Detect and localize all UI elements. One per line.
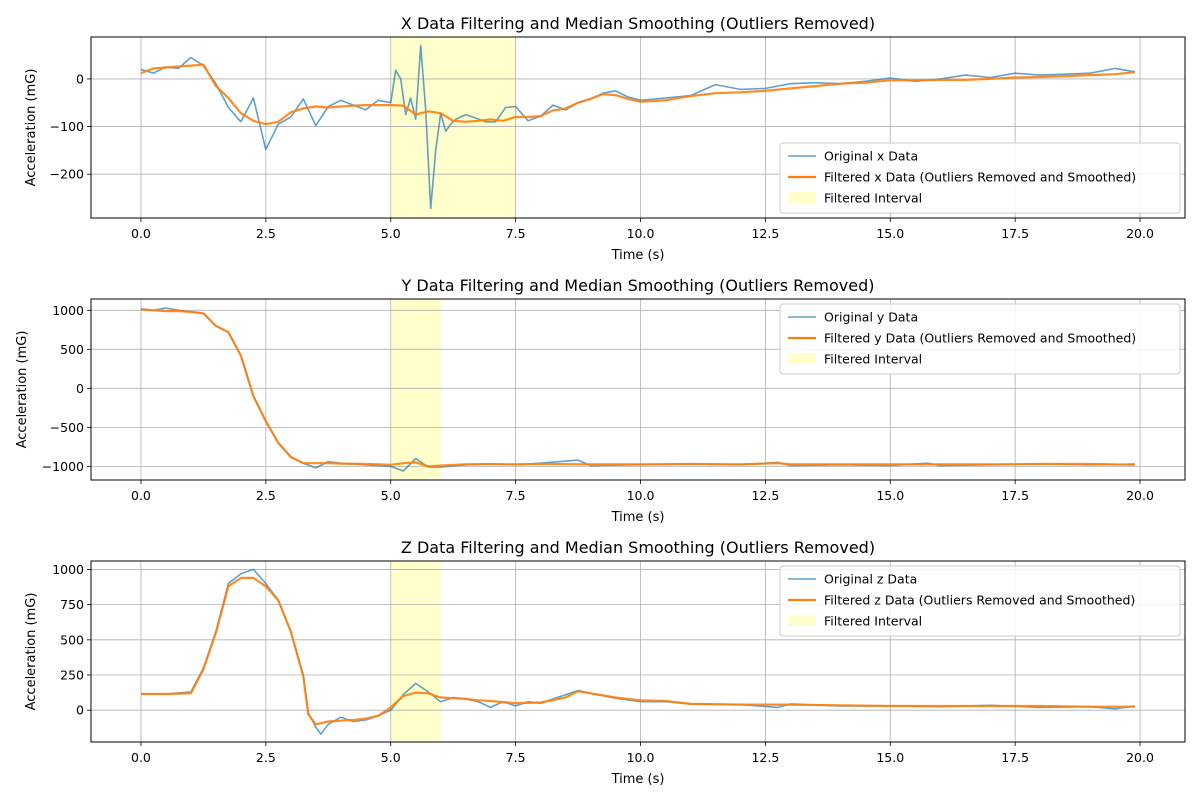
legend: Original x Data Filtered x Data (Outliers… xyxy=(779,142,1181,214)
x-tick-label: 10.0 xyxy=(627,226,655,241)
chart-title: Z Data Filtering and Median Smoothing (O… xyxy=(401,538,875,557)
x-tick-label: 17.5 xyxy=(1001,226,1029,241)
y-tick-label: 250 xyxy=(60,668,84,683)
x-tick-label: 15.0 xyxy=(876,226,904,241)
x-tick-label: 20.0 xyxy=(1126,226,1154,241)
x-tick-label: 0.0 xyxy=(131,488,151,503)
x-tick-label: 0.0 xyxy=(131,750,151,765)
series-lines xyxy=(140,307,1136,472)
x-tick-label: 20.0 xyxy=(1126,750,1154,765)
x-tick-label: 5.0 xyxy=(381,750,401,765)
y-axis-label: Acceleration (mG) xyxy=(15,331,30,449)
axes-frame xyxy=(90,36,1186,219)
legend-interval-label: Filtered Interval xyxy=(824,352,922,367)
y-tick-label: −1000 xyxy=(42,459,84,474)
y-tick-label: 500 xyxy=(60,342,84,357)
filtered-interval-band xyxy=(390,299,441,480)
chart-title: X Data Filtering and Median Smoothing (O… xyxy=(401,14,875,33)
filtered-data-line xyxy=(140,63,1136,126)
legend-original-label: Original x Data xyxy=(824,149,918,164)
chart-panel-1: 0.0 2.5 5.0 7.5 10.0 12.5 15.0 17.5 20.0 −1000 −50… xyxy=(15,276,1186,525)
legend: Original z Data Filtered z Data (Outliers… xyxy=(779,565,1181,637)
y-tick-label: 1000 xyxy=(52,303,84,318)
legend-interval-label: Filtered Interval xyxy=(824,191,922,206)
x-tick-label: 5.0 xyxy=(381,226,401,241)
axes-frame xyxy=(90,560,1186,743)
legend: Original y Data Filtered y Data (Outliers… xyxy=(779,303,1181,375)
x-tick-label: 17.5 xyxy=(1001,488,1029,503)
y-axis-label: Acceleration (mG) xyxy=(24,593,39,711)
legend-filtered-label: Filtered z Data (Outliers Removed and Sm… xyxy=(824,593,1135,608)
y-tick-label: −100 xyxy=(50,119,84,134)
x-tick-label: 2.5 xyxy=(256,488,276,503)
filtered-interval-band xyxy=(390,561,441,742)
legend-interval-label: Filtered Interval xyxy=(824,614,922,629)
x-tick-label: 5.0 xyxy=(381,488,401,503)
x-tick-label: 2.5 xyxy=(256,226,276,241)
chart-title: Y Data Filtering and Median Smoothing (O… xyxy=(401,276,875,295)
x-tick-label: 12.5 xyxy=(751,488,779,503)
x-tick-label: 7.5 xyxy=(506,488,526,503)
series-lines xyxy=(140,44,1136,210)
legend-box xyxy=(779,142,1181,214)
x-tick-label: 12.5 xyxy=(751,226,779,241)
chart-panel-0: 0.0 2.5 5.0 7.5 10.0 12.5 15.0 17.5 20.0 −200 −100… xyxy=(24,14,1186,263)
y-tick-label: 1000 xyxy=(52,562,84,577)
x-tick-label: 15.0 xyxy=(876,488,904,503)
y-axis-label: Acceleration (mG) xyxy=(24,69,39,187)
y-tick-label: 500 xyxy=(60,632,84,647)
legend-original-label: Original y Data xyxy=(824,310,918,325)
filtered-interval-band xyxy=(390,37,516,218)
series-lines xyxy=(141,568,1136,735)
axes-frame xyxy=(90,298,1186,481)
filtered-data-line xyxy=(140,308,1136,468)
y-tick-label: −200 xyxy=(50,167,84,182)
legend-interval-swatch xyxy=(788,615,816,626)
legend-box xyxy=(779,565,1181,637)
x-tick-label: 0.0 xyxy=(131,226,151,241)
y-tick-label: 0 xyxy=(76,71,84,86)
x-tick-label: 2.5 xyxy=(256,750,276,765)
legend-filtered-label: Filtered y Data (Outliers Removed and Sm… xyxy=(824,331,1136,346)
legend-original-label: Original z Data xyxy=(824,572,917,587)
y-tick-label: 750 xyxy=(60,597,84,612)
x-tick-label: 7.5 xyxy=(506,226,526,241)
y-tick-label: −500 xyxy=(50,420,84,435)
chart-panel-2: 0.0 2.5 5.0 7.5 10.0 12.5 15.0 17.5 20.0 0 250 500 7… xyxy=(24,538,1186,787)
x-tick-label: 10.0 xyxy=(627,488,655,503)
y-tick-label: 0 xyxy=(76,703,84,718)
x-axis-label: Time (s) xyxy=(611,510,665,525)
x-tick-label: 15.0 xyxy=(876,750,904,765)
legend-box xyxy=(779,303,1181,375)
y-tick-label: 0 xyxy=(76,381,84,396)
x-tick-label: 7.5 xyxy=(506,750,526,765)
x-axis-label: Time (s) xyxy=(611,248,665,263)
x-axis-label: Time (s) xyxy=(611,772,665,787)
legend-filtered-label: Filtered x Data (Outliers Removed and Sm… xyxy=(824,170,1136,185)
legend-interval-swatch xyxy=(788,353,816,364)
x-tick-label: 10.0 xyxy=(627,750,655,765)
x-tick-label: 20.0 xyxy=(1126,488,1154,503)
filtered-data-line xyxy=(141,576,1135,726)
legend-interval-swatch xyxy=(788,192,816,203)
x-tick-label: 12.5 xyxy=(751,750,779,765)
x-tick-label: 17.5 xyxy=(1001,750,1029,765)
